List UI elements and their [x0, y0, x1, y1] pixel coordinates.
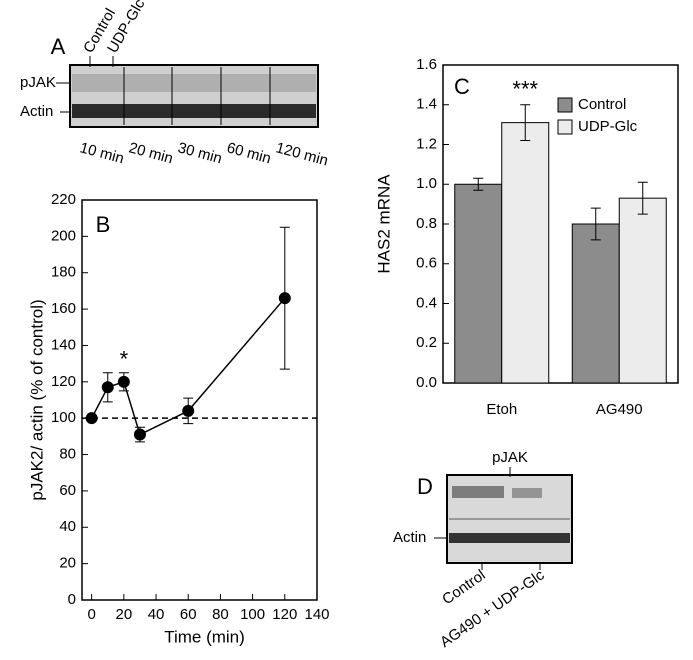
x-tick-label: 20 — [116, 606, 133, 623]
row-label: pJAK — [20, 74, 56, 91]
x-tick-label: AG490 — [596, 401, 643, 418]
x-tick-label: 0 — [87, 606, 95, 623]
band — [72, 74, 316, 92]
time-label: 20 min — [127, 139, 175, 167]
data-point — [278, 292, 291, 305]
time-label: 120 min — [274, 139, 330, 169]
y-tick-label: 20 — [59, 555, 76, 572]
panel-letter: B — [96, 212, 111, 237]
x-tick-label: 100 — [240, 606, 265, 623]
x-tick-label: Etoh — [486, 401, 517, 418]
lane-label: Control — [439, 567, 488, 609]
data-point — [101, 381, 114, 394]
x-axis-label: Time (min) — [164, 627, 245, 646]
error-bar — [473, 177, 484, 191]
band — [452, 486, 504, 498]
y-tick-label: 1.4 — [416, 96, 437, 113]
y-tick-label: 1.6 — [416, 56, 437, 73]
data-point — [182, 404, 195, 417]
y-tick-label: 1.0 — [416, 175, 437, 192]
y-tick-label: 160 — [51, 300, 76, 317]
y-tick-label: 220 — [51, 191, 76, 208]
annotation: *** — [512, 77, 538, 102]
bar — [571, 223, 620, 384]
panel-letter: D — [417, 474, 433, 499]
panel-letter: A — [51, 34, 66, 59]
y-tick-label: 120 — [51, 373, 76, 390]
bar — [618, 197, 667, 384]
y-tick-label: 0.0 — [416, 374, 437, 391]
error-bar — [520, 104, 531, 142]
error-bar — [637, 181, 648, 215]
divider — [449, 518, 570, 520]
data-point — [85, 412, 98, 425]
y-tick-label: 1.2 — [416, 135, 437, 152]
x-tick-label: 120 — [272, 606, 297, 623]
band — [449, 533, 570, 543]
y-tick-label: 0 — [68, 591, 76, 608]
legend-label: Control — [578, 96, 626, 113]
x-tick-label: 80 — [212, 606, 229, 623]
y-tick-label: 180 — [51, 264, 76, 281]
band — [512, 488, 542, 498]
x-tick-label: 60 — [180, 606, 197, 623]
data-point — [133, 428, 146, 441]
y-axis-label: HAS2 mRNA — [374, 174, 393, 274]
top-label: pJAK — [492, 449, 528, 466]
time-label: 60 min — [225, 139, 273, 167]
legend-label: UDP-Glc — [578, 118, 638, 135]
y-tick-label: 200 — [51, 227, 76, 244]
plot-frame — [81, 199, 318, 601]
y-tick-label: 60 — [59, 482, 76, 499]
y-tick-label: 80 — [59, 446, 76, 463]
legend-swatch — [557, 97, 573, 113]
y-tick-label: 140 — [51, 336, 76, 353]
y-axis-label: pJAK2/ actin (% of control) — [27, 299, 46, 500]
time-label: 30 min — [176, 139, 224, 167]
x-tick-label: 40 — [148, 606, 165, 623]
y-tick-label: 0.6 — [416, 255, 437, 272]
data-point — [117, 375, 130, 388]
y-tick-label: 100 — [51, 409, 76, 426]
y-tick-label: 0.8 — [416, 215, 437, 232]
y-tick-label: 0.4 — [416, 294, 437, 311]
row-label: Actin — [393, 529, 426, 546]
y-tick-label: 0.2 — [416, 334, 437, 351]
legend-swatch — [557, 119, 573, 135]
bar — [454, 183, 503, 384]
bar — [501, 122, 550, 384]
time-labels: 10 min 20 min 30 min 60 min 120 min — [78, 139, 330, 169]
y-tick-label: 40 — [59, 518, 76, 535]
annotation: * — [120, 347, 129, 372]
panel-letter: C — [454, 74, 470, 99]
error-bar — [590, 207, 601, 241]
row-label: Actin — [20, 103, 53, 120]
time-label: 10 min — [78, 139, 126, 167]
x-tick-label: 140 — [304, 606, 329, 623]
lane-dividers — [123, 67, 271, 125]
band — [72, 104, 316, 118]
lane-label: AG490 + UDP-Glc — [437, 566, 548, 651]
